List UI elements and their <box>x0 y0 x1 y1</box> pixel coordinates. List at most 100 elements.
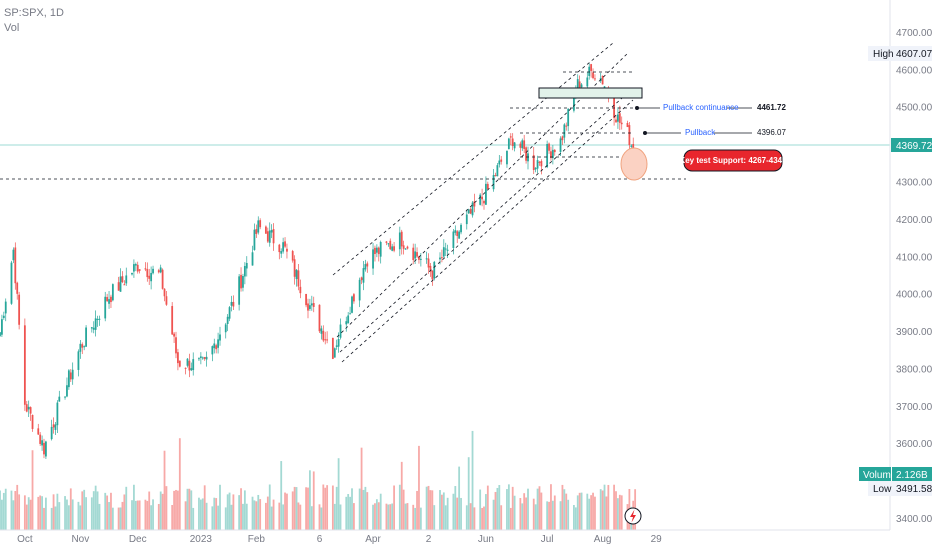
candle <box>242 273 244 292</box>
candle <box>511 133 514 151</box>
volume-bar <box>110 492 112 530</box>
candle <box>27 400 30 418</box>
last-price-value: 4369.72 <box>896 141 932 152</box>
volume-bar <box>465 505 468 530</box>
candle <box>335 339 338 350</box>
volume-bar <box>567 499 570 530</box>
volume-bar <box>400 461 403 530</box>
time-tick-label: Dec <box>129 534 147 545</box>
volume-bar <box>173 490 175 530</box>
volume-bar <box>358 488 361 530</box>
volume-bar <box>406 503 409 530</box>
candle <box>69 369 72 382</box>
volume-bar <box>43 507 45 530</box>
candle <box>232 295 235 310</box>
volume-bar <box>506 489 508 530</box>
volume-bar <box>190 490 193 530</box>
candle <box>446 244 449 259</box>
candle <box>217 332 219 354</box>
volume-bar <box>393 485 395 530</box>
candle <box>425 251 428 264</box>
volume-bar <box>230 504 233 530</box>
pullback-continuance-label: Pullback continuance <box>663 103 739 112</box>
volume-bar <box>10 490 13 530</box>
volume-bar <box>215 498 218 530</box>
candle <box>590 63 593 78</box>
candle <box>146 262 149 282</box>
candle <box>366 261 369 273</box>
time-tick-label: Feb <box>248 534 266 545</box>
candle <box>104 291 107 322</box>
candle <box>553 148 556 156</box>
candle <box>255 224 258 238</box>
volume-bar <box>198 497 200 530</box>
price-tick-label: 4300.00 <box>896 178 932 189</box>
candle <box>322 325 325 343</box>
volume-bar <box>418 445 420 530</box>
volume-bar <box>548 501 550 530</box>
price-tick-label: 4000.00 <box>896 290 932 301</box>
volume-bar <box>521 503 524 530</box>
time-tick-label: Nov <box>71 534 89 545</box>
volume-bar <box>171 505 174 530</box>
volume-bar <box>586 493 589 530</box>
candle <box>205 351 208 367</box>
candle <box>481 188 483 207</box>
candle <box>253 223 256 251</box>
candle <box>230 295 233 312</box>
price-scale[interactable]: 4700.004600.004500.004400.004300.004200.… <box>889 0 932 530</box>
candle <box>431 270 434 286</box>
time-tick-label: 6 <box>317 534 323 545</box>
volume-bar <box>561 484 564 530</box>
candle <box>150 266 153 290</box>
volume-bar <box>339 504 342 530</box>
volume-bar <box>414 507 417 530</box>
candle <box>406 245 409 250</box>
volume-bar <box>404 503 407 530</box>
candle <box>523 134 526 154</box>
volume-bar <box>324 487 327 530</box>
candle <box>347 312 350 324</box>
volume-bar <box>243 490 246 530</box>
volume-bar <box>136 500 139 530</box>
candle <box>525 146 527 164</box>
candle <box>551 145 554 165</box>
lightning-icon[interactable] <box>624 507 642 525</box>
candle <box>456 230 459 244</box>
volume-bar <box>265 502 267 530</box>
high-value: 4607.07 <box>896 49 932 60</box>
volume-bar <box>56 493 59 530</box>
volume-bar <box>613 484 615 530</box>
volume-bar <box>391 503 394 530</box>
candle <box>320 325 323 340</box>
volume-title: Vol <box>4 22 20 34</box>
time-tick-label: Jul <box>541 534 554 545</box>
volume-bar <box>50 507 53 530</box>
candle <box>540 159 543 175</box>
volume-bar <box>266 496 269 530</box>
candle <box>599 72 602 84</box>
candle <box>92 321 95 334</box>
volume-bar <box>270 506 273 530</box>
time-scale[interactable]: Oct Nov Dec 2023 Feb 6 Apr 2 Jun Jul Aug 29 <box>0 529 890 545</box>
volume-bar <box>106 495 109 530</box>
candle <box>458 229 461 239</box>
candle <box>527 146 529 170</box>
volume-bar <box>605 496 608 530</box>
candle <box>310 295 313 311</box>
volume-bar <box>14 491 17 530</box>
volume-bar <box>96 491 99 530</box>
volume-bar <box>123 494 126 530</box>
volume-bar <box>374 503 376 530</box>
candle <box>385 240 388 246</box>
volume-bar <box>58 502 61 530</box>
candle <box>148 268 151 285</box>
candle <box>509 133 512 146</box>
volume-bar <box>25 504 28 530</box>
volume-bar <box>286 493 288 530</box>
volume-bar <box>255 501 258 530</box>
volume-bar <box>318 504 321 530</box>
volume-bar <box>238 495 241 530</box>
volume-bar <box>320 507 323 530</box>
